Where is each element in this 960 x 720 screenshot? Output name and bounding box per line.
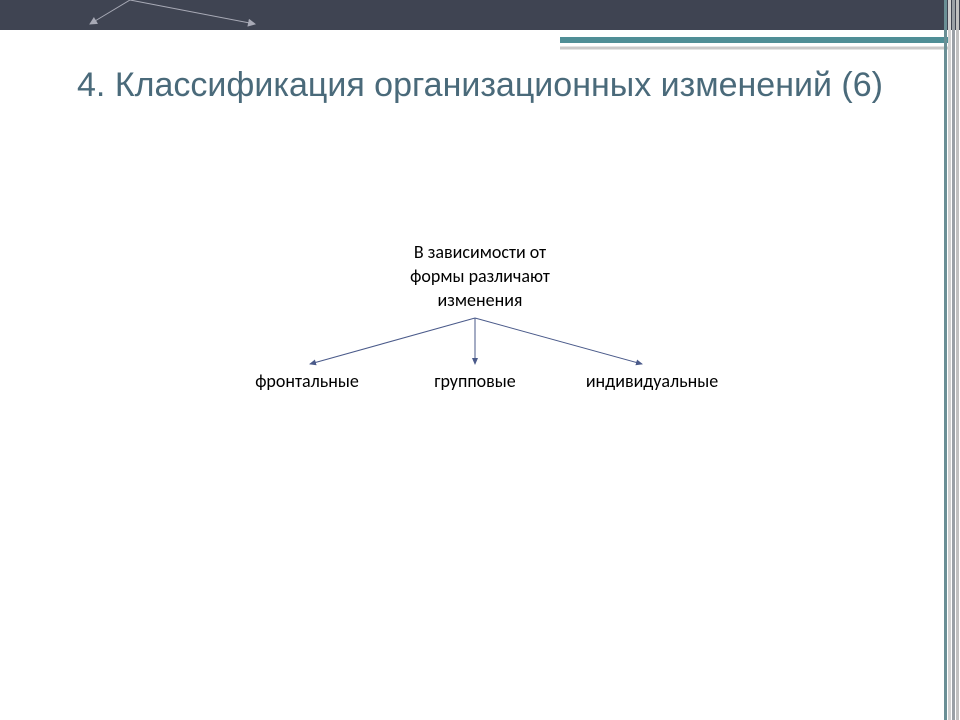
diagram-root-node: В зависимости отформы различаютизменения: [350, 240, 610, 312]
header-decoration: [90, 0, 948, 48]
slide-title: 4. Классификация организационных изменен…: [0, 64, 960, 107]
header-remnant-arrow-0: [90, 0, 130, 24]
right-stripe-0: [944, 0, 947, 720]
diagram-child-2: индивидуальные: [552, 370, 752, 392]
diagram-child-1: групповые: [375, 370, 575, 392]
right-stripe-2: [952, 0, 955, 720]
decoration-layer: [0, 0, 960, 720]
right-stripe-3: [956, 0, 959, 720]
diagram-root-line-0: В зависимости от: [350, 240, 610, 264]
diagram-arrows: [310, 318, 642, 364]
diagram-root-line-2: изменения: [350, 288, 610, 312]
slide: 4. Классификация организационных изменен…: [0, 0, 960, 720]
diagram-arrow-2: [475, 318, 642, 364]
diagram-arrow-0: [310, 318, 475, 364]
right-stripe-1: [948, 0, 951, 720]
diagram-root-line-1: формы различают: [350, 264, 610, 288]
header-remnant-arrow-1: [130, 0, 255, 24]
right-edge-stripes: [944, 0, 959, 720]
